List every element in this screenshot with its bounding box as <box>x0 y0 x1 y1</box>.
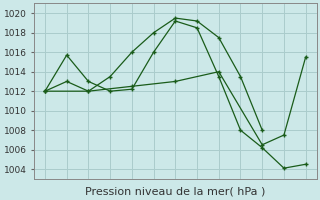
X-axis label: Pression niveau de la mer( hPa ): Pression niveau de la mer( hPa ) <box>85 187 266 197</box>
